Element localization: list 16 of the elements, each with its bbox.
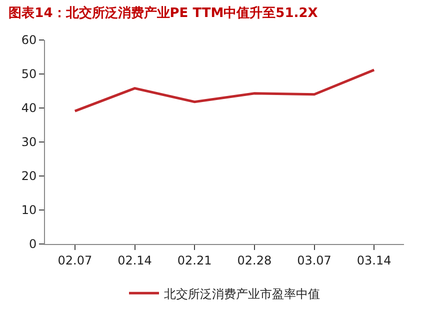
y-tick-label: 50 [21, 67, 37, 82]
y-tick-label: 60 [21, 33, 37, 48]
chart-title: 图表14：北交所泛消费产业PE TTM中值升至51.2X [8, 5, 318, 22]
legend-label: 北交所泛消费产业市盈率中值 [164, 286, 320, 301]
y-tick-label: 20 [21, 169, 37, 184]
x-tick-label: 02.07 [58, 253, 92, 268]
y-tick-label: 0 [28, 237, 37, 252]
x-tick-label: 02.21 [177, 253, 212, 268]
y-tick-label: 40 [21, 101, 37, 116]
y-tick-label: 10 [21, 203, 37, 218]
x-tick-label: 03.14 [356, 253, 392, 268]
y-tick-label: 30 [21, 135, 37, 150]
x-tick-label: 02.28 [237, 253, 272, 268]
line-series [74, 68, 376, 112]
x-tick-label: 02.14 [118, 253, 152, 268]
x-tick-label: 03.07 [297, 253, 332, 268]
